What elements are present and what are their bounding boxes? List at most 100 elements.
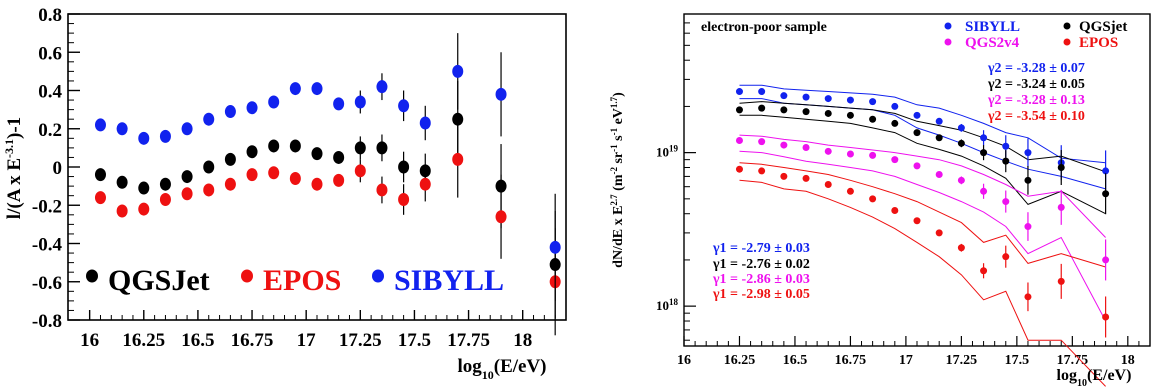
band-upper-qgsjet (739, 101, 1106, 173)
point-epos (181, 187, 193, 201)
point-epos (452, 152, 464, 166)
point-sibyll (289, 82, 301, 96)
point-sibyll-right (735, 88, 743, 96)
point-qgs2v4-right (1057, 203, 1065, 211)
legend-marker-epos-right (1063, 38, 1071, 46)
point-epos-right (1002, 253, 1010, 261)
legend-label-epos-right: EPOS (1079, 35, 1118, 51)
fit-label-low-sibyll: γ1 = -2.79 ± 0.03 (712, 241, 810, 256)
point-epos-right (802, 174, 810, 182)
point-qgsjet-right (1024, 176, 1032, 184)
point-qgs2v4-right (846, 150, 854, 158)
right-x-tick-label: 16.5 (783, 353, 808, 368)
left-y-axis-label: l/(A x E-3.1)-1 (2, 117, 25, 219)
point-sibyll (354, 95, 366, 109)
legend-entry-epos-right: EPOS (1063, 35, 1118, 51)
point-epos-right (1102, 313, 1110, 321)
point-qgsjet-right (758, 104, 766, 112)
point-epos (224, 177, 236, 191)
legend-entry-sibyll-right: SIBYLL (944, 19, 1020, 35)
point-sibyll (419, 116, 431, 130)
legend-marker-sibyll-right (944, 22, 952, 30)
right-chart-title: electron-poor sample (701, 20, 827, 35)
fit-label-low-qgs2v4: γ1 = -2.86 ± 0.03 (712, 272, 810, 287)
point-qgs2v4-right (935, 171, 943, 179)
point-epos (138, 202, 150, 216)
legend-entry-epos: EPOS (241, 264, 341, 297)
point-sibyll-right (913, 111, 921, 119)
left-x-tick-label: 16.75 (231, 330, 274, 351)
right-y-axis-label: dN/dE x E2.7 (m-2 sr-1 s-1 eV1.7) (609, 92, 626, 268)
point-sibyll-right (1102, 167, 1110, 175)
point-sibyll (333, 97, 345, 111)
left-x-tick-label: 17.5 (398, 330, 431, 351)
point-qgsjet (333, 150, 345, 164)
point-qgsjet (203, 160, 215, 174)
left-y-tick-label: 0.2 (38, 120, 62, 141)
left-x-tick-label: 16.5 (181, 330, 214, 351)
point-sibyll (495, 87, 507, 101)
band-upper-sibyll (739, 84, 1106, 164)
point-sibyll (311, 82, 323, 96)
point-qgsjet-right (802, 108, 810, 116)
point-epos-right (758, 167, 766, 175)
point-qgs2v4-right (913, 162, 921, 170)
left-x-tick-label: 17.75 (447, 330, 490, 351)
left-legend: QGSJet EPOS SIBYLL (86, 264, 504, 297)
right-x-tick-label: 16.75 (835, 353, 867, 368)
point-sibyll-right (802, 93, 810, 101)
point-sibyll-right (758, 88, 766, 96)
fit-label-high-qgs2v4: γ2 = -3.28 ± 0.13 (987, 93, 1085, 108)
point-epos-right (980, 267, 988, 275)
point-qgs2v4-right (1002, 198, 1010, 206)
point-qgsjet-right (980, 149, 988, 157)
point-sibyll (452, 64, 464, 78)
point-epos-right (846, 187, 854, 195)
left-x-tick-label: 16 (80, 330, 99, 351)
left-y-tick-label: 0.6 (38, 43, 62, 64)
legend-label-qgsjet-right: QGSjet (1079, 19, 1127, 35)
left-x-tick-label: 16.25 (122, 330, 165, 351)
fit-label-high-qgsjet: γ2 = -3.24 ± 0.05 (987, 77, 1085, 92)
legend-entry-qgs2v4-right: QGS2v4 (944, 35, 1020, 51)
left-y-tick-label: -0.2 (32, 196, 62, 217)
point-qgsjet-right (957, 139, 965, 147)
band-upper-qgs2v4 (739, 134, 1106, 238)
point-sibyll (159, 129, 171, 143)
point-sibyll-right (935, 117, 943, 125)
right-x-tick-label: 18 (1121, 353, 1135, 368)
point-epos (354, 164, 366, 178)
point-qgs2v4-right (891, 156, 899, 164)
point-epos-right (957, 244, 965, 252)
band-lower-epos (739, 179, 1106, 387)
left-y-tick-label: -0.4 (32, 235, 63, 256)
point-epos (268, 166, 280, 180)
point-qgsjet (311, 147, 323, 161)
fit-labels-high: γ2 = -3.28 ± 0.07 γ2 = -3.24 ± 0.05 γ2 =… (987, 61, 1085, 124)
legend-marker-epos (241, 269, 253, 283)
legend-entry-qgsjet-right: QGSjet (1063, 19, 1127, 35)
point-epos-right (780, 172, 788, 180)
point-sibyll (549, 240, 561, 254)
legend-label-sibyll: SIBYLL (394, 264, 504, 297)
right-x-tick-label: 17 (899, 353, 913, 368)
legend-label-qgs2v4-right: QGS2v4 (965, 35, 1020, 51)
point-sibyll-right (1024, 149, 1032, 157)
point-epos-right (869, 195, 877, 203)
point-qgsjet-right (1057, 164, 1065, 172)
fit-label-low-qgsjet: γ1 = -2.76 ± 0.02 (712, 257, 810, 272)
point-sibyll-right (957, 124, 965, 132)
fit-label-low-epos: γ1 = -2.98 ± 0.05 (712, 287, 810, 302)
point-qgsjet-right (1002, 157, 1010, 165)
point-qgsjet-right (1102, 190, 1110, 198)
left-x-tick-label: 17.25 (339, 330, 382, 351)
point-epos-right (824, 181, 832, 189)
right-x-tick-label: 17.75 (1057, 353, 1089, 368)
point-qgsjet (94, 168, 106, 182)
right-x-axis-label: log10(E/eV) (1057, 367, 1132, 387)
legend-marker-qgsjet (86, 269, 98, 283)
point-qgs2v4-right (869, 151, 877, 159)
left-x-tick-label: 18 (513, 330, 532, 351)
point-qgs2v4-right (824, 147, 832, 155)
